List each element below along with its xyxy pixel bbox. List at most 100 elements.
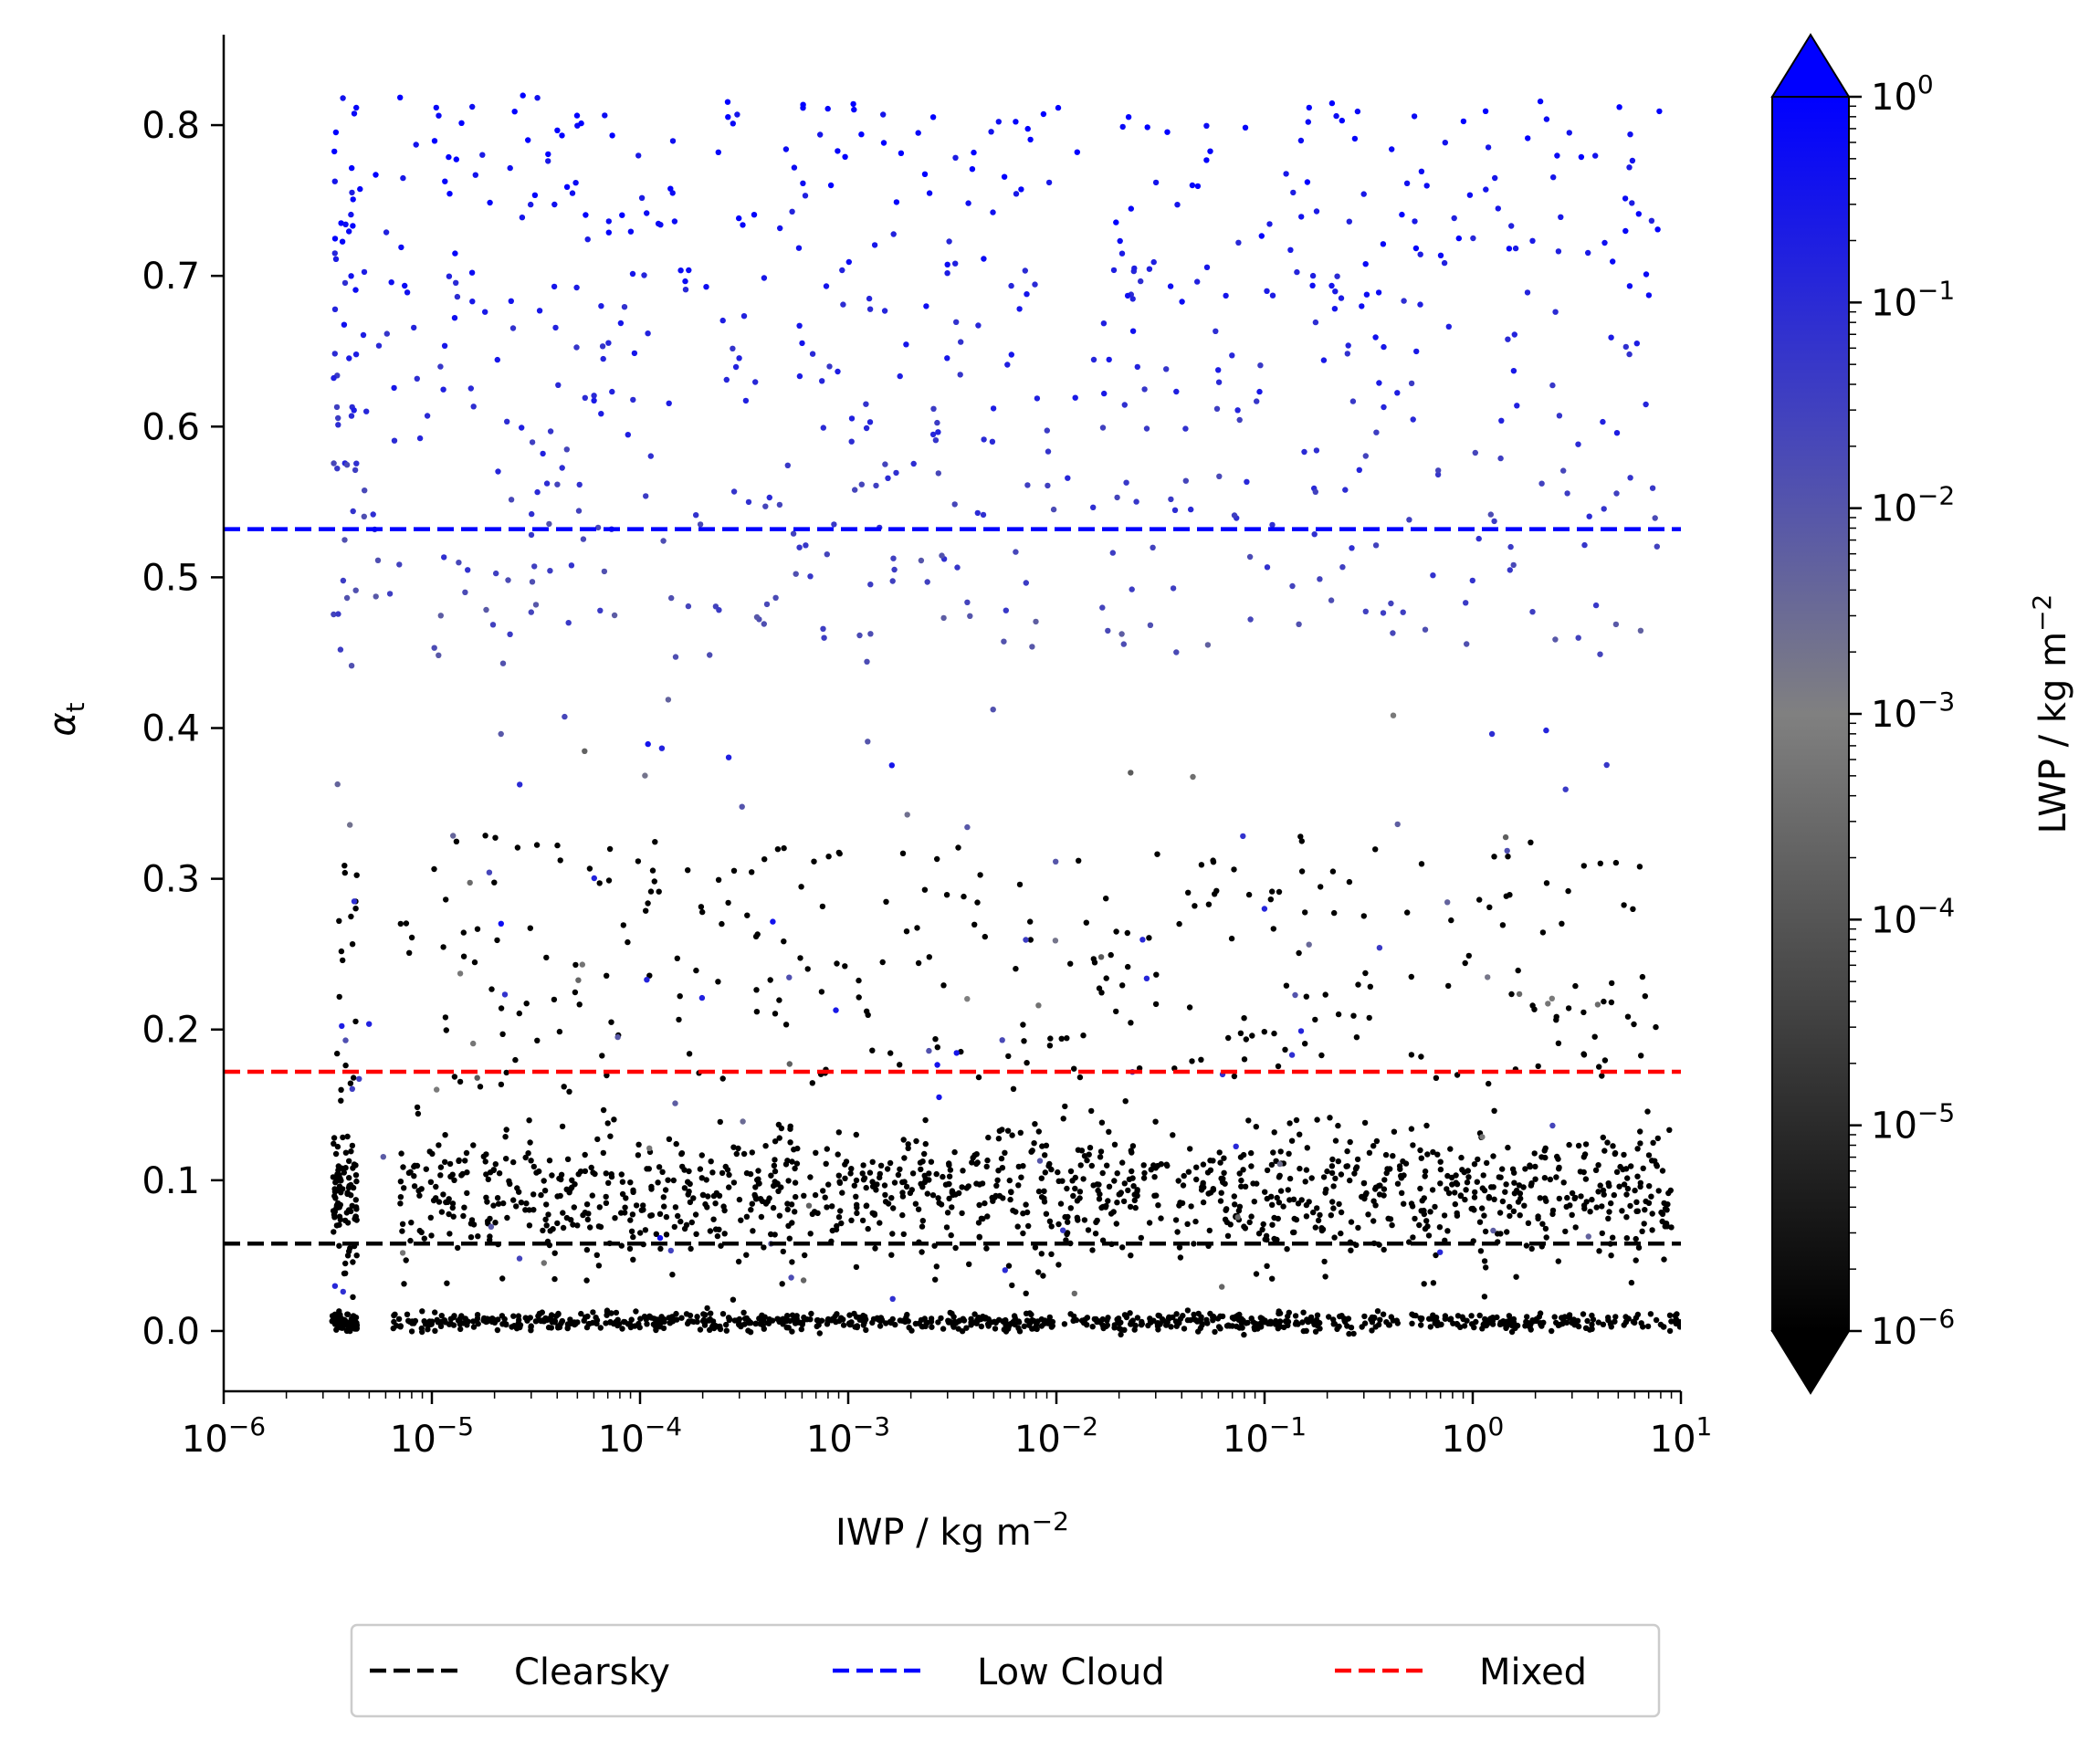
scatter-point [858, 131, 865, 138]
scatter-point [1097, 954, 1105, 960]
scatter-point [336, 993, 342, 1001]
scatter-point [1006, 1177, 1013, 1184]
scatter-point [1601, 239, 1608, 246]
scatter-point [348, 413, 355, 419]
scatter-point [1328, 1163, 1336, 1169]
scatter-point [863, 1326, 869, 1334]
scatter-point [1186, 1004, 1193, 1011]
scatter-point [899, 850, 907, 856]
scatter-point [578, 120, 584, 127]
scatter-point [1224, 1232, 1232, 1240]
scatter-point [1174, 202, 1181, 208]
scatter-point [1398, 1172, 1404, 1179]
scatter-point [1468, 1313, 1475, 1319]
scatter-point [1390, 1153, 1396, 1159]
scatter-point [1152, 1165, 1160, 1171]
scatter-point [687, 1312, 694, 1319]
scatter-point [1122, 1098, 1129, 1105]
scatter-point [1091, 959, 1098, 966]
scatter-point [1390, 630, 1396, 636]
scatter-point [1339, 564, 1346, 571]
scatter-point [351, 407, 357, 414]
scatter-point [1479, 1326, 1486, 1332]
scatter-point [671, 1223, 677, 1231]
scatter-point [1528, 1245, 1535, 1253]
scatter-point [419, 1308, 425, 1315]
scatter-point [335, 1324, 341, 1330]
scatter-point [461, 1204, 467, 1211]
scatter-point [848, 1217, 855, 1224]
scatter-point [604, 1308, 611, 1315]
scatter-point [1065, 1219, 1071, 1225]
scatter-point [1382, 1151, 1390, 1158]
scatter-point [1099, 1322, 1107, 1328]
scatter-point [1373, 1137, 1381, 1145]
scatter-point [1668, 1318, 1675, 1325]
scatter-point [442, 1014, 449, 1021]
scatter-point [1331, 306, 1339, 312]
scatter-point [1610, 258, 1616, 265]
scatter-point [1298, 838, 1306, 844]
scatter-point [1276, 1172, 1283, 1179]
scatter-point [1494, 1231, 1501, 1237]
scatter-point [1401, 298, 1407, 304]
scatter-point [730, 488, 738, 495]
scatter-point [1575, 634, 1581, 641]
scatter-point [1575, 441, 1581, 447]
scatter-point [1053, 858, 1059, 865]
scatter-point [736, 1320, 742, 1327]
scatter-point [790, 530, 797, 537]
scatter-point [800, 180, 806, 186]
scatter-point [1381, 343, 1387, 351]
scatter-point [1038, 1175, 1045, 1181]
scatter-point [807, 573, 814, 580]
scatter-point [1344, 351, 1351, 357]
scatter-point [1639, 1228, 1645, 1235]
scatter-point [944, 261, 950, 267]
scatter-point [1070, 1192, 1076, 1200]
scatter-point [1461, 1323, 1468, 1329]
scatter-point [926, 1177, 932, 1183]
scatter-point [1338, 1209, 1345, 1216]
scatter-point [1010, 1085, 1017, 1093]
scatter-point [1256, 388, 1263, 395]
scatter-point [1290, 1196, 1297, 1203]
scatter-point [628, 1228, 635, 1235]
scatter-point [784, 1206, 791, 1213]
scatter-point [731, 1317, 738, 1324]
scatter-point [1182, 477, 1190, 484]
scatter-point [707, 652, 713, 658]
scatter-point [1217, 1326, 1223, 1332]
scatter-point [1416, 1221, 1423, 1229]
scatter-point [677, 1218, 684, 1225]
scatter-point [1035, 1188, 1043, 1195]
scatter-point [1408, 1126, 1415, 1132]
scatter-point [1040, 110, 1047, 118]
scatter-point [1444, 1186, 1450, 1192]
scatter-point [1486, 1195, 1493, 1201]
scatter-point [1017, 1129, 1024, 1137]
scatter-point [1296, 621, 1302, 627]
scatter-point [363, 408, 370, 414]
scatter-point [1318, 884, 1324, 890]
scatter-point [981, 256, 987, 262]
scatter-point [583, 1246, 591, 1253]
scatter-point [1276, 1310, 1282, 1317]
scatter-point [559, 465, 565, 471]
scatter-point [583, 1324, 591, 1331]
scatter-point [1417, 301, 1423, 308]
scatter-point [1666, 1327, 1674, 1335]
scatter-point [700, 1191, 707, 1199]
scatter-point [450, 1322, 457, 1328]
scatter-point [619, 1190, 626, 1198]
scatter-point [719, 1169, 726, 1177]
scatter-point [723, 1321, 730, 1328]
scatter-point [1471, 1194, 1478, 1200]
scatter-point [1372, 542, 1380, 549]
scatter-point [1185, 889, 1192, 896]
scatter-point [1138, 1322, 1145, 1328]
scatter-point [1361, 1195, 1368, 1202]
scatter-point [547, 1228, 553, 1234]
scatter-point [1172, 1318, 1180, 1325]
scatter-point [974, 899, 981, 906]
